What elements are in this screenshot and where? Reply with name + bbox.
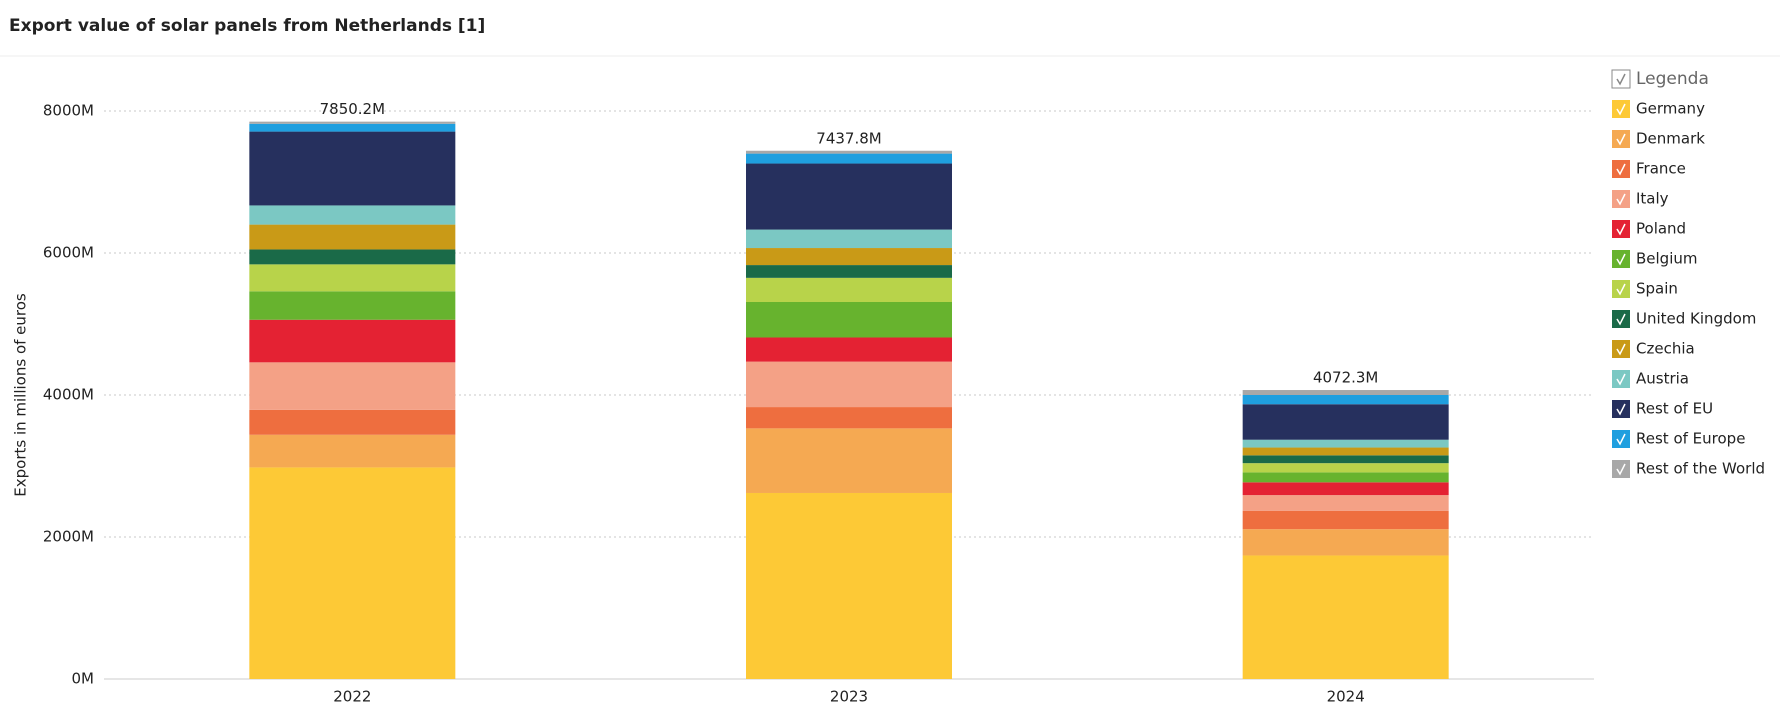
bar-segment (1242, 395, 1449, 405)
bar-segment (249, 224, 456, 250)
bar-segment (249, 264, 456, 292)
legend-check (1616, 253, 1626, 266)
legend-swatch[interactable] (1612, 250, 1630, 268)
x-tick-label: 2023 (830, 688, 868, 706)
legend-swatch[interactable] (1612, 310, 1630, 328)
bar-segment (249, 291, 456, 320)
legend-check (1616, 343, 1626, 356)
legend-check (1616, 193, 1626, 206)
legend-check (1616, 433, 1626, 446)
y-tick-label: 8000M (43, 102, 94, 120)
bar-segment (746, 277, 952, 302)
bar-segment (249, 362, 456, 410)
total-label: 4072.3M (1313, 368, 1378, 386)
legend-label[interactable]: Italy (1636, 190, 1669, 208)
legend-title: Legenda (1636, 69, 1709, 89)
bar-segment (249, 319, 456, 363)
legend-swatch[interactable] (1612, 460, 1630, 478)
legend-title-check (1616, 73, 1626, 86)
bar-segment (1242, 390, 1449, 395)
x-tick-label: 2022 (333, 688, 371, 706)
legend-label[interactable]: United Kingdom (1636, 310, 1756, 328)
legend-label[interactable]: Rest of the World (1636, 460, 1765, 478)
bar-segment (249, 249, 456, 265)
bar-segment (746, 428, 952, 493)
bar-segment (1242, 510, 1449, 530)
bar-segment (746, 163, 952, 230)
bar-segment (746, 301, 952, 338)
legend-swatch[interactable] (1612, 340, 1630, 358)
bar-segment (1242, 404, 1449, 440)
bar-segment (1242, 482, 1449, 496)
bar-segment (1242, 439, 1449, 448)
legend-title-box[interactable] (1611, 69, 1631, 89)
x-tick-label: 2024 (1327, 688, 1365, 706)
legend-label[interactable]: Denmark (1636, 130, 1705, 148)
bar-segment (1242, 529, 1449, 556)
legend-check (1616, 463, 1626, 476)
bar-segment (249, 131, 456, 206)
bar-segment (746, 407, 952, 429)
legend-check (1616, 133, 1626, 146)
legend-swatch[interactable] (1612, 400, 1630, 418)
bar-segment (1242, 455, 1449, 464)
bar-segment (1242, 555, 1449, 679)
bar-segment (746, 361, 952, 408)
legend-check (1616, 403, 1626, 416)
total-label: 7437.8M (816, 129, 881, 147)
legend-label[interactable]: Spain (1636, 280, 1678, 298)
bar-segment (1242, 447, 1449, 456)
legend-label[interactable]: Austria (1636, 370, 1689, 388)
legend-label[interactable]: Rest of Europe (1636, 430, 1745, 448)
bar-segment (1242, 463, 1449, 473)
y-tick-label: 2000M (43, 528, 94, 546)
y-axis-label: Exports in millions of euros (12, 293, 30, 497)
legend-check (1616, 313, 1626, 326)
legend-check (1616, 163, 1626, 176)
bar-segment (249, 467, 456, 679)
legend-check (1616, 103, 1626, 116)
bar-segment (746, 265, 952, 278)
legend-swatch[interactable] (1612, 100, 1630, 118)
legend-label[interactable]: Germany (1636, 100, 1705, 118)
bar-segment (249, 434, 456, 468)
legend-check (1616, 283, 1626, 296)
bar-segment (746, 337, 952, 362)
legend-swatch[interactable] (1612, 220, 1630, 238)
legend-label[interactable]: Czechia (1636, 340, 1695, 358)
legend-swatch[interactable] (1612, 280, 1630, 298)
bar-segment (746, 153, 952, 164)
total-label: 7850.2M (320, 100, 385, 118)
legend-swatch[interactable] (1612, 130, 1630, 148)
bar-segment (746, 229, 952, 249)
legend-swatch[interactable] (1612, 370, 1630, 388)
legend-check (1616, 373, 1626, 386)
y-tick-label: 6000M (43, 244, 94, 262)
bar-segment (249, 205, 456, 225)
legend-check (1616, 223, 1626, 236)
legend-swatch[interactable] (1612, 430, 1630, 448)
legend-swatch[interactable] (1612, 190, 1630, 208)
y-tick-label: 4000M (43, 386, 94, 404)
legend-swatch[interactable] (1612, 160, 1630, 178)
legend-label[interactable]: Rest of EU (1636, 400, 1713, 418)
legend-label[interactable]: France (1636, 160, 1686, 178)
bar-segment (1242, 495, 1449, 511)
chart-title: Export value of solar panels from Nether… (9, 16, 485, 36)
legend-label[interactable]: Belgium (1636, 250, 1698, 268)
bar-segment (746, 248, 952, 266)
bar-segment (249, 409, 456, 435)
bar-segment (249, 121, 456, 124)
y-tick-label: 0M (72, 670, 95, 688)
bar-segment (249, 123, 456, 132)
bar-segment (746, 492, 952, 679)
legend-label[interactable]: Poland (1636, 220, 1686, 238)
bar-segment (746, 150, 952, 154)
bar-segment (1242, 472, 1449, 483)
